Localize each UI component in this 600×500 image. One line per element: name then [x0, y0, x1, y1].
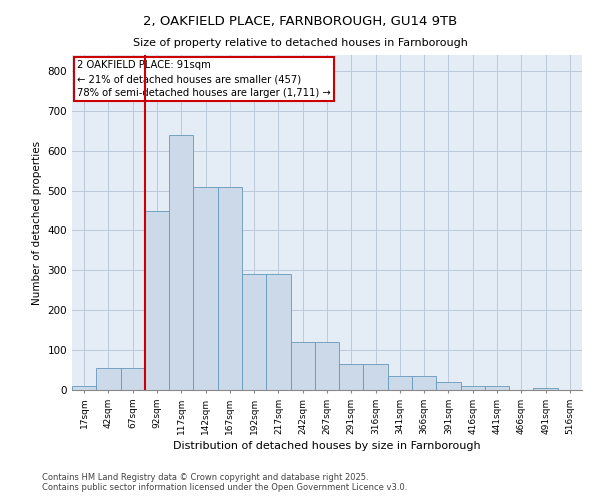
X-axis label: Distribution of detached houses by size in Farnborough: Distribution of detached houses by size … — [173, 441, 481, 451]
Bar — [485, 386, 509, 390]
Text: Contains HM Land Registry data © Crown copyright and database right 2025.
Contai: Contains HM Land Registry data © Crown c… — [42, 473, 407, 492]
Bar — [290, 342, 315, 390]
Text: Size of property relative to detached houses in Farnborough: Size of property relative to detached ho… — [133, 38, 467, 48]
Bar — [242, 274, 266, 390]
Bar — [412, 376, 436, 390]
Bar — [461, 386, 485, 390]
Bar — [218, 186, 242, 390]
Text: 2, OAKFIELD PLACE, FARNBOROUGH, GU14 9TB: 2, OAKFIELD PLACE, FARNBOROUGH, GU14 9TB — [143, 15, 457, 28]
Bar — [388, 376, 412, 390]
Bar — [339, 364, 364, 390]
Bar — [169, 135, 193, 390]
Y-axis label: Number of detached properties: Number of detached properties — [32, 140, 42, 304]
Bar — [96, 368, 121, 390]
Bar — [193, 186, 218, 390]
Text: 2 OAKFIELD PLACE: 91sqm
← 21% of detached houses are smaller (457)
78% of semi-d: 2 OAKFIELD PLACE: 91sqm ← 21% of detache… — [77, 60, 331, 98]
Bar — [436, 382, 461, 390]
Bar — [266, 274, 290, 390]
Bar — [72, 386, 96, 390]
Bar — [145, 210, 169, 390]
Bar — [315, 342, 339, 390]
Bar — [364, 364, 388, 390]
Bar — [533, 388, 558, 390]
Bar — [121, 368, 145, 390]
